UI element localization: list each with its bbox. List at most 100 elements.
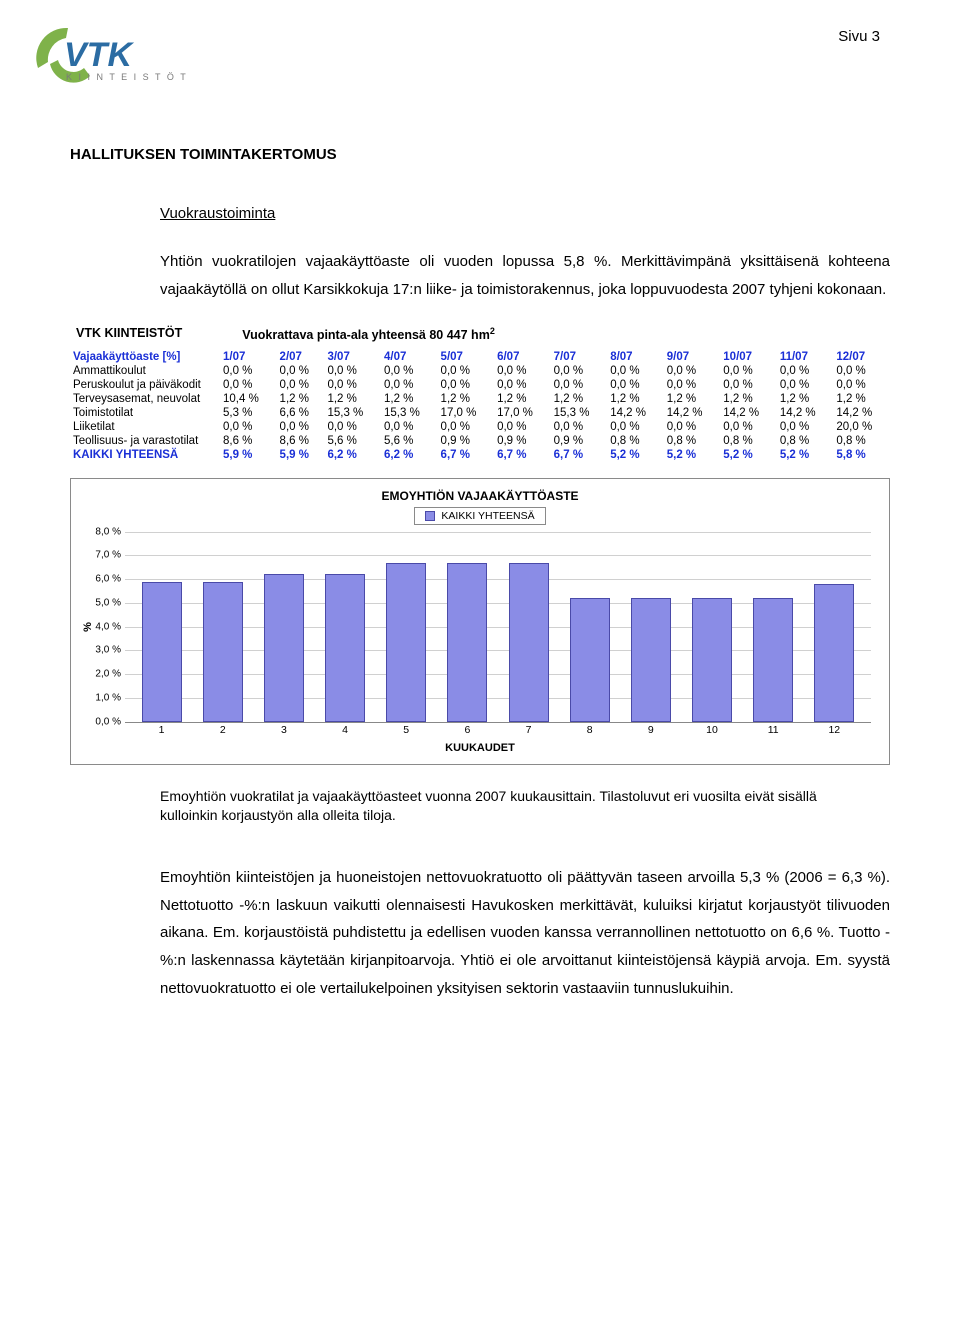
- table-cell: 0,0 %: [494, 420, 551, 434]
- table-cell: 14,2 %: [664, 406, 721, 420]
- bar: [814, 584, 854, 722]
- bar: [142, 582, 182, 722]
- x-tick-label: 4: [325, 724, 365, 736]
- x-axis-title: KUUKAUDET: [81, 742, 879, 754]
- table-cell: 0,0 %: [720, 378, 777, 392]
- y-tick-label: 2,0 %: [85, 669, 121, 680]
- table-total-cell: 5,2 %: [720, 448, 777, 462]
- bar: [325, 574, 365, 721]
- heading-sub: Vuokraustoiminta: [160, 205, 890, 222]
- table-total-cell: 5,2 %: [664, 448, 721, 462]
- paragraph-2: Emoyhtiön kiinteistöjen ja huoneistojen …: [160, 864, 890, 1003]
- legend-swatch: [425, 511, 435, 521]
- table-total-label: KAIKKI YHTEENSÄ: [70, 448, 220, 462]
- x-tick-label: 3: [264, 724, 304, 736]
- table-cell: 1,2 %: [494, 392, 551, 406]
- table-cell: 14,2 %: [777, 406, 834, 420]
- table-cell: 0,0 %: [664, 378, 721, 392]
- table-cell: 15,3 %: [551, 406, 608, 420]
- table-row-label: Liiketilat: [70, 420, 220, 434]
- table-total-cell: 5,9 %: [220, 448, 277, 462]
- table-total-cell: 5,2 %: [607, 448, 664, 462]
- table-cell: 0,0 %: [277, 364, 325, 378]
- table-cell: 15,3 %: [381, 406, 438, 420]
- table-total-cell: 6,7 %: [494, 448, 551, 462]
- vacancy-chart: EMOYHTIÖN VAJAAKÄYTTÖASTE KAIKKI YHTEENS…: [70, 478, 890, 765]
- col-header-label: Vajaakäyttöaste [%]: [70, 350, 220, 364]
- table-row-label: Ammattikoulut: [70, 364, 220, 378]
- table-cell: 1,2 %: [438, 392, 495, 406]
- bar: [509, 563, 549, 722]
- table-cell: 0,0 %: [220, 364, 277, 378]
- table-cell: 0,0 %: [438, 364, 495, 378]
- table-cell: 6,6 %: [277, 406, 325, 420]
- table-row-label: Teollisuus- ja varastotilat: [70, 434, 220, 448]
- table-cell: 1,2 %: [551, 392, 608, 406]
- table-cell: 8,6 %: [220, 434, 277, 448]
- table-total-cell: 6,2 %: [324, 448, 381, 462]
- col-header-month: 4/07: [381, 350, 438, 364]
- y-tick-label: 5,0 %: [85, 597, 121, 608]
- y-tick-label: 3,0 %: [85, 645, 121, 656]
- table-cell: 5,6 %: [324, 434, 381, 448]
- table-cell: 0,0 %: [607, 378, 664, 392]
- y-tick-label: 8,0 %: [85, 526, 121, 537]
- x-tick-label: 10: [692, 724, 732, 736]
- table-cell: 0,0 %: [777, 364, 834, 378]
- y-tick-label: 4,0 %: [85, 621, 121, 632]
- col-header-month: 1/07: [220, 350, 277, 364]
- table-cell: 0,0 %: [720, 364, 777, 378]
- table-cell: 1,2 %: [833, 392, 890, 406]
- legend-label: KAIKKI YHTEENSÄ: [441, 510, 534, 522]
- x-tick-label: 12: [814, 724, 854, 736]
- table-title: Vuokrattava pinta-ala yhteensä 80 447 hm…: [242, 326, 495, 342]
- table-cell: 0,0 %: [607, 364, 664, 378]
- table-cell: 0,0 %: [277, 378, 325, 392]
- table-cell: 5,3 %: [220, 406, 277, 420]
- page-number: Sivu 3: [838, 28, 880, 45]
- col-header-month: 9/07: [664, 350, 721, 364]
- table-total-cell: 6,2 %: [381, 448, 438, 462]
- table-cell: 0,0 %: [833, 364, 890, 378]
- table-cell: 0,9 %: [438, 434, 495, 448]
- table-cell: 14,2 %: [833, 406, 890, 420]
- table-cell: 0,0 %: [664, 420, 721, 434]
- table-cell: 10,4 %: [220, 392, 277, 406]
- table-cell: 1,2 %: [720, 392, 777, 406]
- table-cell: 0,8 %: [607, 434, 664, 448]
- table-cell: 0,8 %: [833, 434, 890, 448]
- bar: [386, 563, 426, 722]
- bar: [753, 598, 793, 722]
- x-tick-label: 1: [142, 724, 182, 736]
- y-tick-label: 6,0 %: [85, 574, 121, 585]
- table-cell: 0,0 %: [551, 364, 608, 378]
- table-total-cell: 5,2 %: [777, 448, 834, 462]
- table-cell: 1,2 %: [324, 392, 381, 406]
- table-cell: 0,0 %: [833, 378, 890, 392]
- table-cell: 0,0 %: [551, 420, 608, 434]
- table-cell: 0,0 %: [777, 378, 834, 392]
- x-tick-label: 5: [386, 724, 426, 736]
- bars-container: [125, 532, 871, 722]
- x-axis-labels: 123456789101112: [125, 724, 871, 736]
- col-header-month: 7/07: [551, 350, 608, 364]
- bar: [203, 582, 243, 722]
- col-header-month: 3/07: [324, 350, 381, 364]
- table-cell: 0,0 %: [664, 364, 721, 378]
- table-cell: 0,0 %: [494, 364, 551, 378]
- logo-text-top: VTK: [64, 36, 134, 74]
- table-row-label: Terveysasemat, neuvolat: [70, 392, 220, 406]
- table-cell: 20,0 %: [833, 420, 890, 434]
- table-cell: 0,0 %: [324, 364, 381, 378]
- table-cell: 0,8 %: [720, 434, 777, 448]
- col-header-month: 6/07: [494, 350, 551, 364]
- col-header-month: 12/07: [833, 350, 890, 364]
- table-cell: 1,2 %: [664, 392, 721, 406]
- table-org: VTK KIINTEISTÖT: [76, 326, 182, 342]
- bar: [570, 598, 610, 722]
- table-cell: 0,9 %: [551, 434, 608, 448]
- col-header-month: 8/07: [607, 350, 664, 364]
- table-cell: 0,0 %: [324, 378, 381, 392]
- table-cell: 0,0 %: [381, 378, 438, 392]
- table-cell: 0,0 %: [277, 420, 325, 434]
